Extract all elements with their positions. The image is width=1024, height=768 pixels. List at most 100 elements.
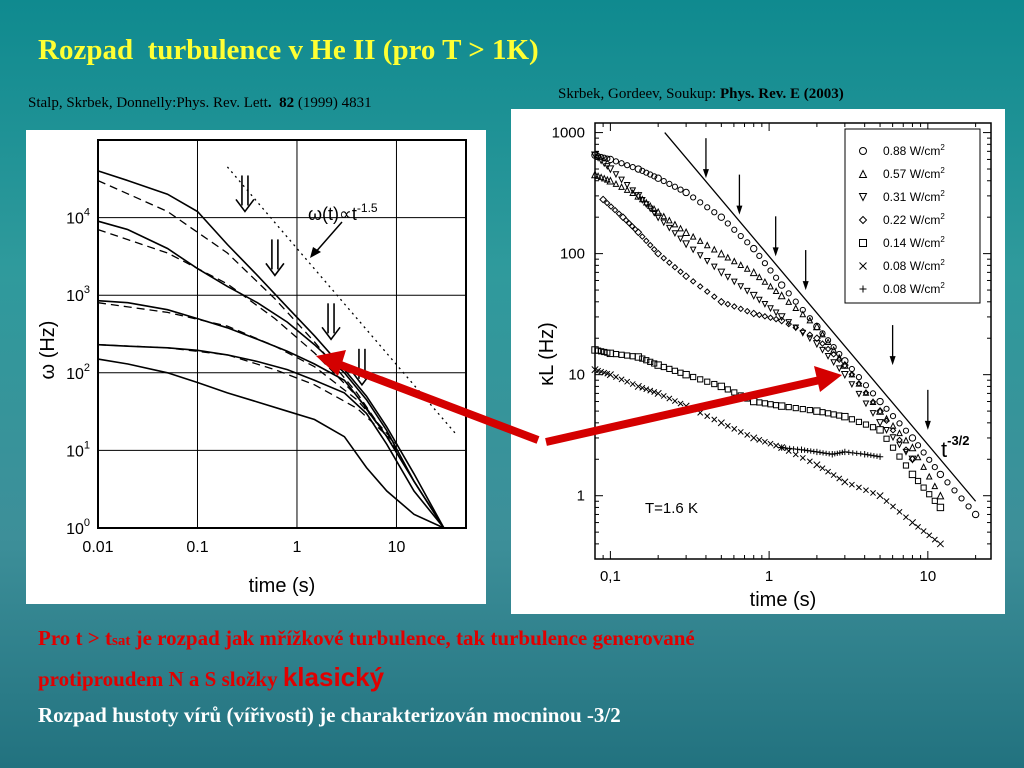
right-chart-point-triangle-down: [767, 305, 774, 313]
right-chart-point-triangle-down: [660, 219, 668, 227]
right-chart-point-x: [799, 454, 806, 461]
right-chart-point-circle: [598, 153, 605, 161]
right-chart-point-circle: [690, 194, 697, 201]
right-chart-point-x: [896, 508, 903, 515]
caption-line-2: protiproudem N a S složky klasický: [38, 662, 384, 693]
right-chart-arrow-mark: [802, 250, 809, 291]
right-chart-point-diamond: [767, 314, 774, 322]
right-chart-series-square: [591, 346, 945, 512]
right-chart-point-triangle-up: [703, 241, 711, 249]
right-chart-point-circle: [931, 464, 938, 471]
right-chart-point-triangle-up: [682, 227, 691, 237]
right-chart-point-triangle-down: [855, 390, 863, 398]
left-chart-y-tick-label: 103: [66, 284, 90, 305]
right-chart-point-square: [704, 378, 711, 385]
right-chart-point-x: [926, 532, 933, 539]
right-chart-series-circle: [591, 151, 980, 519]
right-chart-series-diamond: [599, 195, 917, 464]
left-chart-series-solid-line: [97, 170, 445, 529]
right-chart-point-square: [711, 380, 718, 388]
right-chart-point-x: [876, 492, 884, 500]
right-chart-point-square: [855, 418, 863, 426]
right-chart-legend-entry: 0.08 W/cm2: [883, 281, 945, 296]
right-chart-point-circle: [697, 199, 704, 206]
right-chart-point-triangle-down: [618, 176, 625, 184]
right-chart-point-triangle-down: [696, 252, 704, 260]
right-chart-point-diamond: [646, 241, 654, 249]
right-chart-point-diamond: [654, 249, 663, 258]
caption-line-1-sub: sat: [111, 633, 131, 649]
right-chart-point-circle: [704, 204, 711, 211]
right-chart-arrow-mark: [736, 174, 743, 215]
right-chart-point-x: [806, 458, 813, 465]
right-chart-point-diamond: [777, 316, 786, 325]
reference-left-year-page: (1999) 4831: [294, 95, 372, 111]
right-chart-point-diamond: [671, 263, 679, 271]
right-chart-point-triangle-down: [876, 419, 885, 428]
right-chart-point-diamond: [677, 268, 684, 276]
right-chart-point-triangle-up: [858, 169, 868, 178]
right-chart-point-x: [920, 528, 927, 535]
right-chart-point-triangle-up: [665, 216, 673, 224]
right-chart-point-x: [618, 376, 625, 383]
right-chart-point-triangle-up: [902, 436, 910, 444]
right-chart-point-diamond: [703, 288, 711, 295]
right-chart-point-triangle-up: [755, 273, 763, 281]
right-chart-point-diamond: [772, 315, 780, 323]
right-chart-x-tick-label: 10: [919, 568, 936, 585]
right-chart-point-triangle-down: [755, 296, 763, 304]
right-chart-point-triangle-up: [696, 237, 704, 244]
right-chart-point-x: [647, 387, 654, 394]
right-chart-legend-entry: 0.31 W/cm2: [883, 189, 945, 204]
caption-line-2-emphasis: klasický: [282, 662, 385, 692]
right-chart-point-triangle-up: [730, 257, 738, 265]
right-chart-point-circle: [612, 158, 620, 165]
right-chart-point-diamond: [634, 228, 643, 237]
reference-left: Stalp, Skrbek, Donnelly:Phys. Rev. Lett.…: [28, 95, 372, 112]
right-chart-x-tick-label: 1: [765, 568, 773, 585]
left-chart-series-solid-line: [97, 220, 445, 529]
right-chart-point-triangle-up: [671, 220, 679, 228]
right-chart-point-x: [773, 442, 780, 449]
right-chart-point-plus: [859, 285, 867, 293]
left-chart-y-label: ω (Hz): [37, 321, 59, 380]
right-chart-point-triangle-down: [743, 287, 751, 295]
right-chart-point-triangle-up: [777, 291, 786, 300]
left-chart-y-tick-label: 100: [66, 517, 90, 538]
right-chart-arrow-mark: [702, 138, 709, 179]
right-chart-point-diamond: [628, 222, 636, 230]
right-chart-point-diamond: [650, 246, 658, 253]
right-chart-point-triangle-up: [717, 249, 726, 258]
right-chart-point-circle: [777, 281, 786, 289]
right-chart-point-triangle-down: [642, 201, 650, 209]
right-chart-point-circle: [677, 186, 684, 193]
right-chart-point-circle: [750, 244, 758, 253]
left-chart-x-tick-label: 0.1: [186, 539, 208, 556]
right-chart-point-x: [813, 461, 821, 469]
right-chart-point-x: [855, 484, 862, 491]
right-chart-point-square: [682, 370, 690, 379]
right-chart-point-triangle-up: [606, 176, 615, 185]
right-chart-point-circle: [920, 449, 927, 456]
right-chart-point-circle: [634, 165, 643, 173]
right-chart-point-x: [903, 514, 909, 521]
right-chart-point-circle: [671, 183, 679, 190]
right-chart-point-triangle-down: [749, 291, 758, 300]
right-chart-arrow-marks: [702, 138, 931, 430]
caption-line-1-end: je rozpad jak mřížkové turbulence, tak t…: [130, 626, 695, 650]
right-chart-legend: 0.88 W/cm2 0.57 W/cm2 0.31 W/cm2 0.22 W/cm2…: [844, 128, 981, 304]
right-chart-point-square: [724, 386, 731, 393]
left-chart-series-dashed-line: [97, 228, 398, 451]
right-chart-point-triangle-down: [858, 193, 868, 202]
left-chart-series-dashed-line: [97, 344, 397, 445]
right-chart-point-triangle-down: [612, 171, 620, 179]
right-chart-point-square: [889, 444, 897, 451]
right-chart-point-x: [654, 389, 662, 397]
right-chart-point-circle: [936, 470, 945, 479]
right-chart-point-x: [639, 384, 646, 391]
left-chart-double-arrow-mark: [321, 303, 341, 341]
right-chart-point-diamond: [756, 311, 763, 319]
right-chart-point-circle: [902, 427, 910, 434]
right-chart-point-triangle-down: [761, 301, 769, 308]
right-chart-arrow-mark: [924, 389, 931, 430]
